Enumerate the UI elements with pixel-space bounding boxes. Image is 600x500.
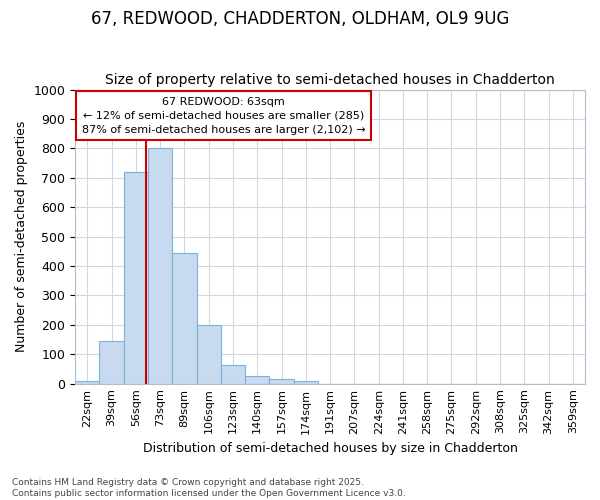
Bar <box>75 382 100 384</box>
Text: 67 REDWOOD: 63sqm
← 12% of semi-detached houses are smaller (285)
87% of semi-de: 67 REDWOOD: 63sqm ← 12% of semi-detached… <box>82 97 365 135</box>
Bar <box>172 253 197 384</box>
Bar <box>148 148 172 384</box>
Bar <box>245 376 269 384</box>
Bar <box>124 172 148 384</box>
Text: 67, REDWOOD, CHADDERTON, OLDHAM, OL9 9UG: 67, REDWOOD, CHADDERTON, OLDHAM, OL9 9UG <box>91 10 509 28</box>
Text: Contains HM Land Registry data © Crown copyright and database right 2025.
Contai: Contains HM Land Registry data © Crown c… <box>12 478 406 498</box>
Bar <box>197 325 221 384</box>
Y-axis label: Number of semi-detached properties: Number of semi-detached properties <box>15 121 28 352</box>
Bar <box>293 380 318 384</box>
Bar <box>221 364 245 384</box>
Bar <box>269 380 293 384</box>
X-axis label: Distribution of semi-detached houses by size in Chadderton: Distribution of semi-detached houses by … <box>143 442 518 455</box>
Bar <box>100 341 124 384</box>
Title: Size of property relative to semi-detached houses in Chadderton: Size of property relative to semi-detach… <box>105 73 555 87</box>
